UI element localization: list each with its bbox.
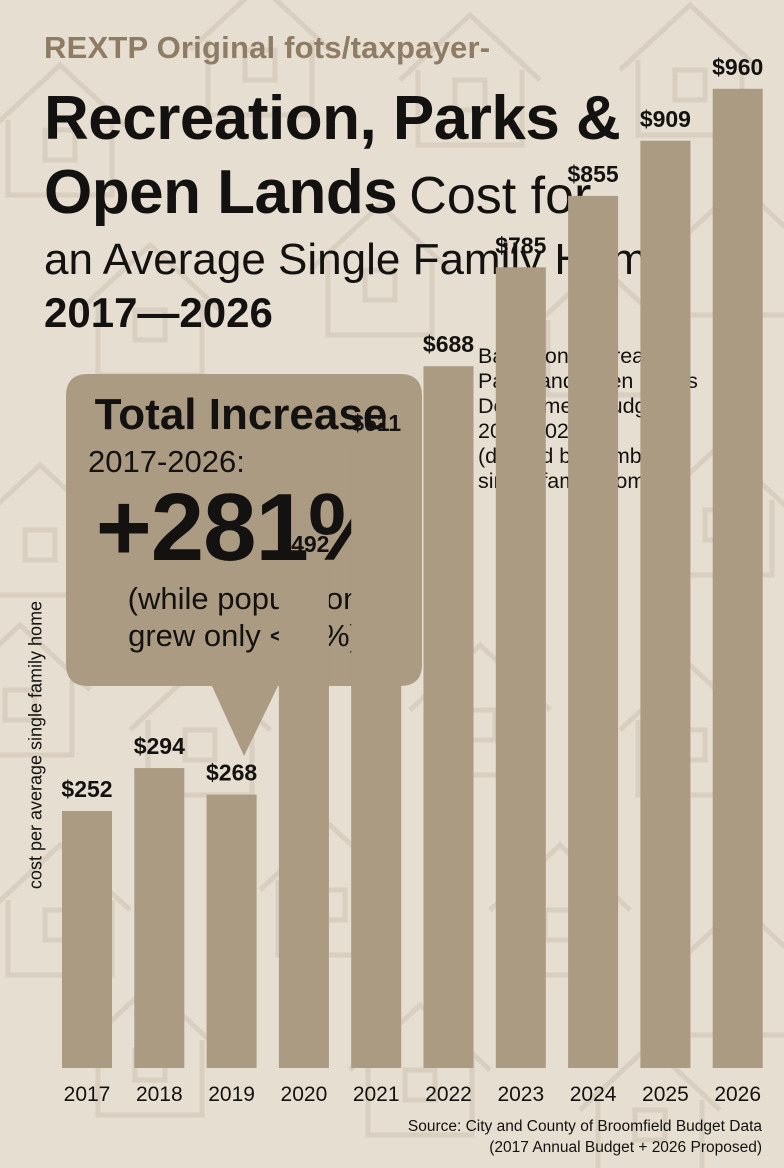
x-tick-label-2021: 2021 <box>353 1083 400 1106</box>
x-tick-label-2020: 2020 <box>281 1083 328 1106</box>
data-label-2023: $785 <box>495 232 546 258</box>
x-tick-label-2022: 2022 <box>425 1083 472 1106</box>
house-icon <box>0 61 132 198</box>
data-label-2021: $611 <box>351 410 401 436</box>
x-tick-label-2019: 2019 <box>208 1083 255 1106</box>
bar-2025 <box>640 140 691 1069</box>
brand-label: REXTP Original fots/taxpayer- <box>44 30 491 65</box>
data-label-2018: $294 <box>134 733 185 759</box>
data-label-2020: $492 <box>278 531 329 557</box>
callout-heading: Total Increase <box>94 390 388 439</box>
x-tick-label-2017: 2017 <box>64 1083 111 1106</box>
bar-2022 <box>423 366 474 1068</box>
bar-2017 <box>62 811 112 1068</box>
bar-2023 <box>495 267 546 1068</box>
title-line-2-bold: Open Lands <box>44 158 398 227</box>
source-note: Source: City and County of Broomfield Bu… <box>408 1116 762 1158</box>
house-icon <box>398 11 542 148</box>
data-label-2025: $909 <box>640 106 691 132</box>
data-label-2024: $855 <box>568 161 619 187</box>
house-icon <box>188 0 332 118</box>
title-line-3: an Average Single Family Home <box>44 235 672 284</box>
data-label-2017: $252 <box>61 776 112 802</box>
source-line-1: Source: City and County of Broomfield Bu… <box>407 1118 762 1135</box>
title-line-2-regular: Cost for <box>409 167 592 225</box>
bar-2024 <box>568 195 619 1068</box>
x-tick-label-2023: 2023 <box>497 1083 544 1106</box>
callout-bubble <box>66 374 422 756</box>
title-years: 2017—2026 <box>44 289 273 336</box>
callout-period: 2017-2026: <box>88 444 245 479</box>
x-tick-label-2024: 2024 <box>570 1083 617 1106</box>
title-line-2: Open Lands Cost for <box>44 162 764 224</box>
x-tick-label-2018: 2018 <box>136 1083 183 1106</box>
bar-2021 <box>351 444 402 1068</box>
callout-value: +281% <box>95 474 394 581</box>
title-line-1: Recreation, Parks & <box>44 84 621 153</box>
chart-title: Recreation, Parks & Open Lands Cost for a… <box>44 88 764 334</box>
data-label-2026: $960 <box>712 54 763 80</box>
bar-2026 <box>712 88 763 1069</box>
house-icon <box>308 201 452 338</box>
x-tick-label-2025: 2025 <box>642 1083 689 1106</box>
data-label-2019: $268 <box>206 760 257 786</box>
source-line-2: (2017 Annual Budget + 2026 Proposed) <box>489 1139 762 1156</box>
bar-2018 <box>134 768 185 1068</box>
bar-2019 <box>206 794 257 1068</box>
x-tick-label-2026: 2026 <box>714 1083 761 1106</box>
data-label-2022: $688 <box>423 331 474 357</box>
bar-2020 <box>278 566 329 1068</box>
